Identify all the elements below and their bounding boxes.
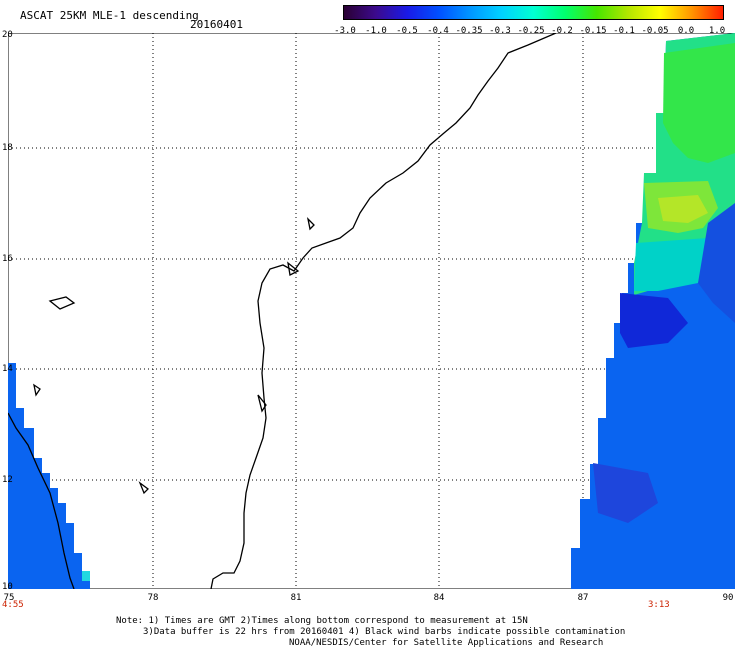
- lon-label-87: 87: [577, 593, 589, 603]
- colorbar-tick-label: -0.15: [579, 26, 607, 36]
- time-left: 4:55: [2, 600, 24, 610]
- lon-label-78: 78: [147, 593, 159, 603]
- lon-label-75: 75: [3, 593, 15, 603]
- swath-left: [8, 363, 90, 589]
- note-line-3: NOAA/NESDIS/Center for Satellite Applica…: [289, 638, 604, 648]
- lat-label-20: 20: [2, 30, 13, 40]
- lat-label-14: 14: [2, 364, 13, 374]
- lat-label-12: 12: [2, 475, 13, 485]
- lat-label-10: 10: [2, 582, 13, 592]
- map-panel: [8, 33, 735, 589]
- colorbar-tick-label: -0.1: [613, 26, 635, 36]
- colorbar-tick-label: -0.35: [455, 26, 483, 36]
- colorbar-tick-label: -0.4: [427, 26, 449, 36]
- lon-label-90: 90: [722, 593, 734, 603]
- colorbar-tick-label: -0.2: [551, 26, 573, 36]
- colorbar-tick-label: -0.5: [396, 26, 418, 36]
- colorbar-tick-label: -0.3: [489, 26, 511, 36]
- coastline: [8, 33, 557, 589]
- gridlines: [8, 33, 735, 589]
- colorbar-tick-label: -3.0: [334, 26, 356, 36]
- product-title: ASCAT 25KM MLE-1 descending: [20, 9, 199, 22]
- colorbar-tick-label: -0.05: [641, 26, 669, 36]
- note-line-2: 3)Data buffer is 22 hrs from 20160401 4)…: [143, 627, 626, 637]
- colorbar: [343, 5, 724, 20]
- colorbar-tick-label: -1.0: [365, 26, 387, 36]
- colorbar-tick-label: -0.25: [517, 26, 545, 36]
- colorbar-tick-label: 0.0: [677, 26, 695, 36]
- lat-label-18: 18: [2, 143, 13, 153]
- colorbar-labels: -3.0 -1.0 -0.5 -0.4 -0.35 -0.3 -0.25 -0.2 -0.15-…: [331, 26, 731, 38]
- swath-right: [571, 33, 735, 589]
- time-right: 3:13: [648, 600, 670, 610]
- lat-label-16: 16: [2, 254, 13, 264]
- product-date: 20160401: [190, 18, 243, 31]
- lon-label-84: 84: [433, 593, 445, 603]
- colorbar-gradient: [344, 6, 723, 19]
- note-line-1: Note: 1) Times are GMT 2)Times along bot…: [116, 616, 528, 626]
- lon-label-81: 81: [290, 593, 302, 603]
- colorbar-tick-label: 1.0: [708, 26, 726, 36]
